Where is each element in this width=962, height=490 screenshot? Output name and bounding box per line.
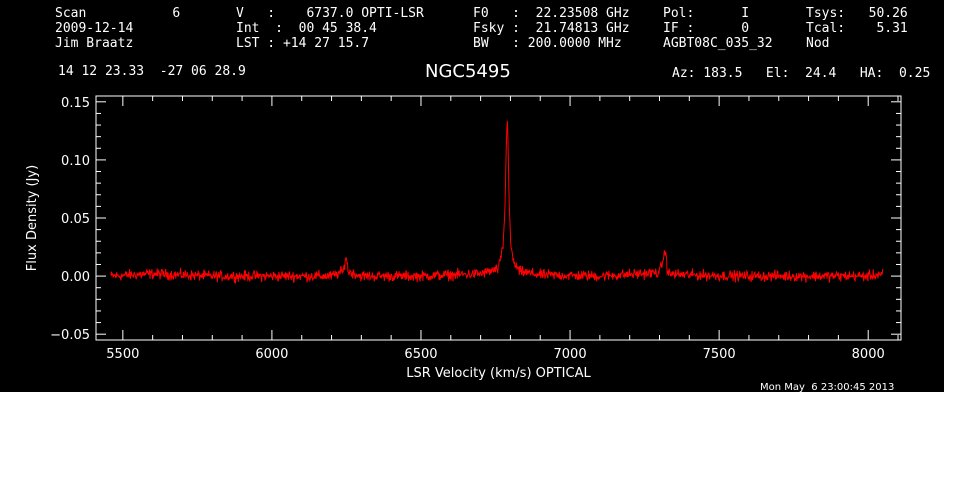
- x-tick-label: 5500: [106, 347, 139, 362]
- header-polarization: Pol: I: [663, 6, 750, 21]
- header-rest-freq: F0 : 22.23508 GHz: [473, 6, 630, 21]
- header-date: 2009-12-14: [55, 21, 134, 36]
- x-tick-label: 7000: [554, 347, 587, 362]
- plot-timestamp: Mon May 6 23:00:45 2013: [760, 382, 895, 393]
- x-tick-label: 8000: [852, 347, 885, 362]
- y-tick-label: 0.05: [61, 212, 90, 227]
- header-velocity: V : 6737.0 OPTI-LSR: [236, 6, 424, 21]
- x-axis-label: LSR Velocity (km/s) OPTICAL: [406, 366, 591, 381]
- header-if: IF : 0: [663, 21, 750, 36]
- x-tick-label: 7500: [703, 347, 736, 362]
- y-tick-label: 0.15: [61, 96, 90, 111]
- header-project: AGBT08C_035_32: [663, 36, 773, 51]
- header-tsys: Tsys: 50.26: [806, 6, 908, 21]
- y-tick-label: 0.00: [61, 270, 90, 285]
- y-tick-label: 0.10: [61, 154, 90, 169]
- y-tick-label: −0.05: [50, 328, 90, 343]
- plot-axes: [95, 95, 902, 341]
- az-el-ha: Az: 183.5 El: 24.4 HA: 0.25: [672, 66, 931, 81]
- x-tick-label: 6000: [255, 347, 288, 362]
- header-scan: Scan 6: [55, 6, 181, 21]
- spectrum-chart: 5500 6000 6500 7000 7500 8000 −0.05 0.00 0.05 0.1…: [25, 95, 902, 381]
- header-integration: Int : 00 45 38.4: [236, 21, 377, 36]
- flux-trace: [110, 120, 884, 284]
- flux-density-series: [110, 120, 884, 284]
- header-observer: Jim Braatz: [55, 36, 134, 51]
- plot-frame: [95, 95, 902, 341]
- spectrum-panel: Scan 6 2009-12-14 Jim Braatz V : 6737.0 …: [0, 0, 944, 393]
- header-bandwidth: BW : 200.0000 MHz: [473, 36, 622, 51]
- axis-labels: 5500 6000 6500 7000 7500 8000 −0.05 0.00 0.05 0.1…: [25, 96, 885, 381]
- x-tick-label: 6500: [404, 347, 437, 362]
- header-lst: LST : +14 27 15.7: [236, 36, 370, 51]
- source-name: NGC5495: [425, 61, 511, 82]
- header-tcal: Tcal: 5.31: [806, 21, 908, 36]
- source-coordinates: 14 12 23.33 -27 06 28.9: [58, 64, 246, 79]
- y-axis-label: Flux Density (Jy): [25, 165, 40, 271]
- header-mode: Nod: [806, 36, 830, 51]
- header-sky-freq: Fsky : 21.74813 GHz: [473, 21, 630, 36]
